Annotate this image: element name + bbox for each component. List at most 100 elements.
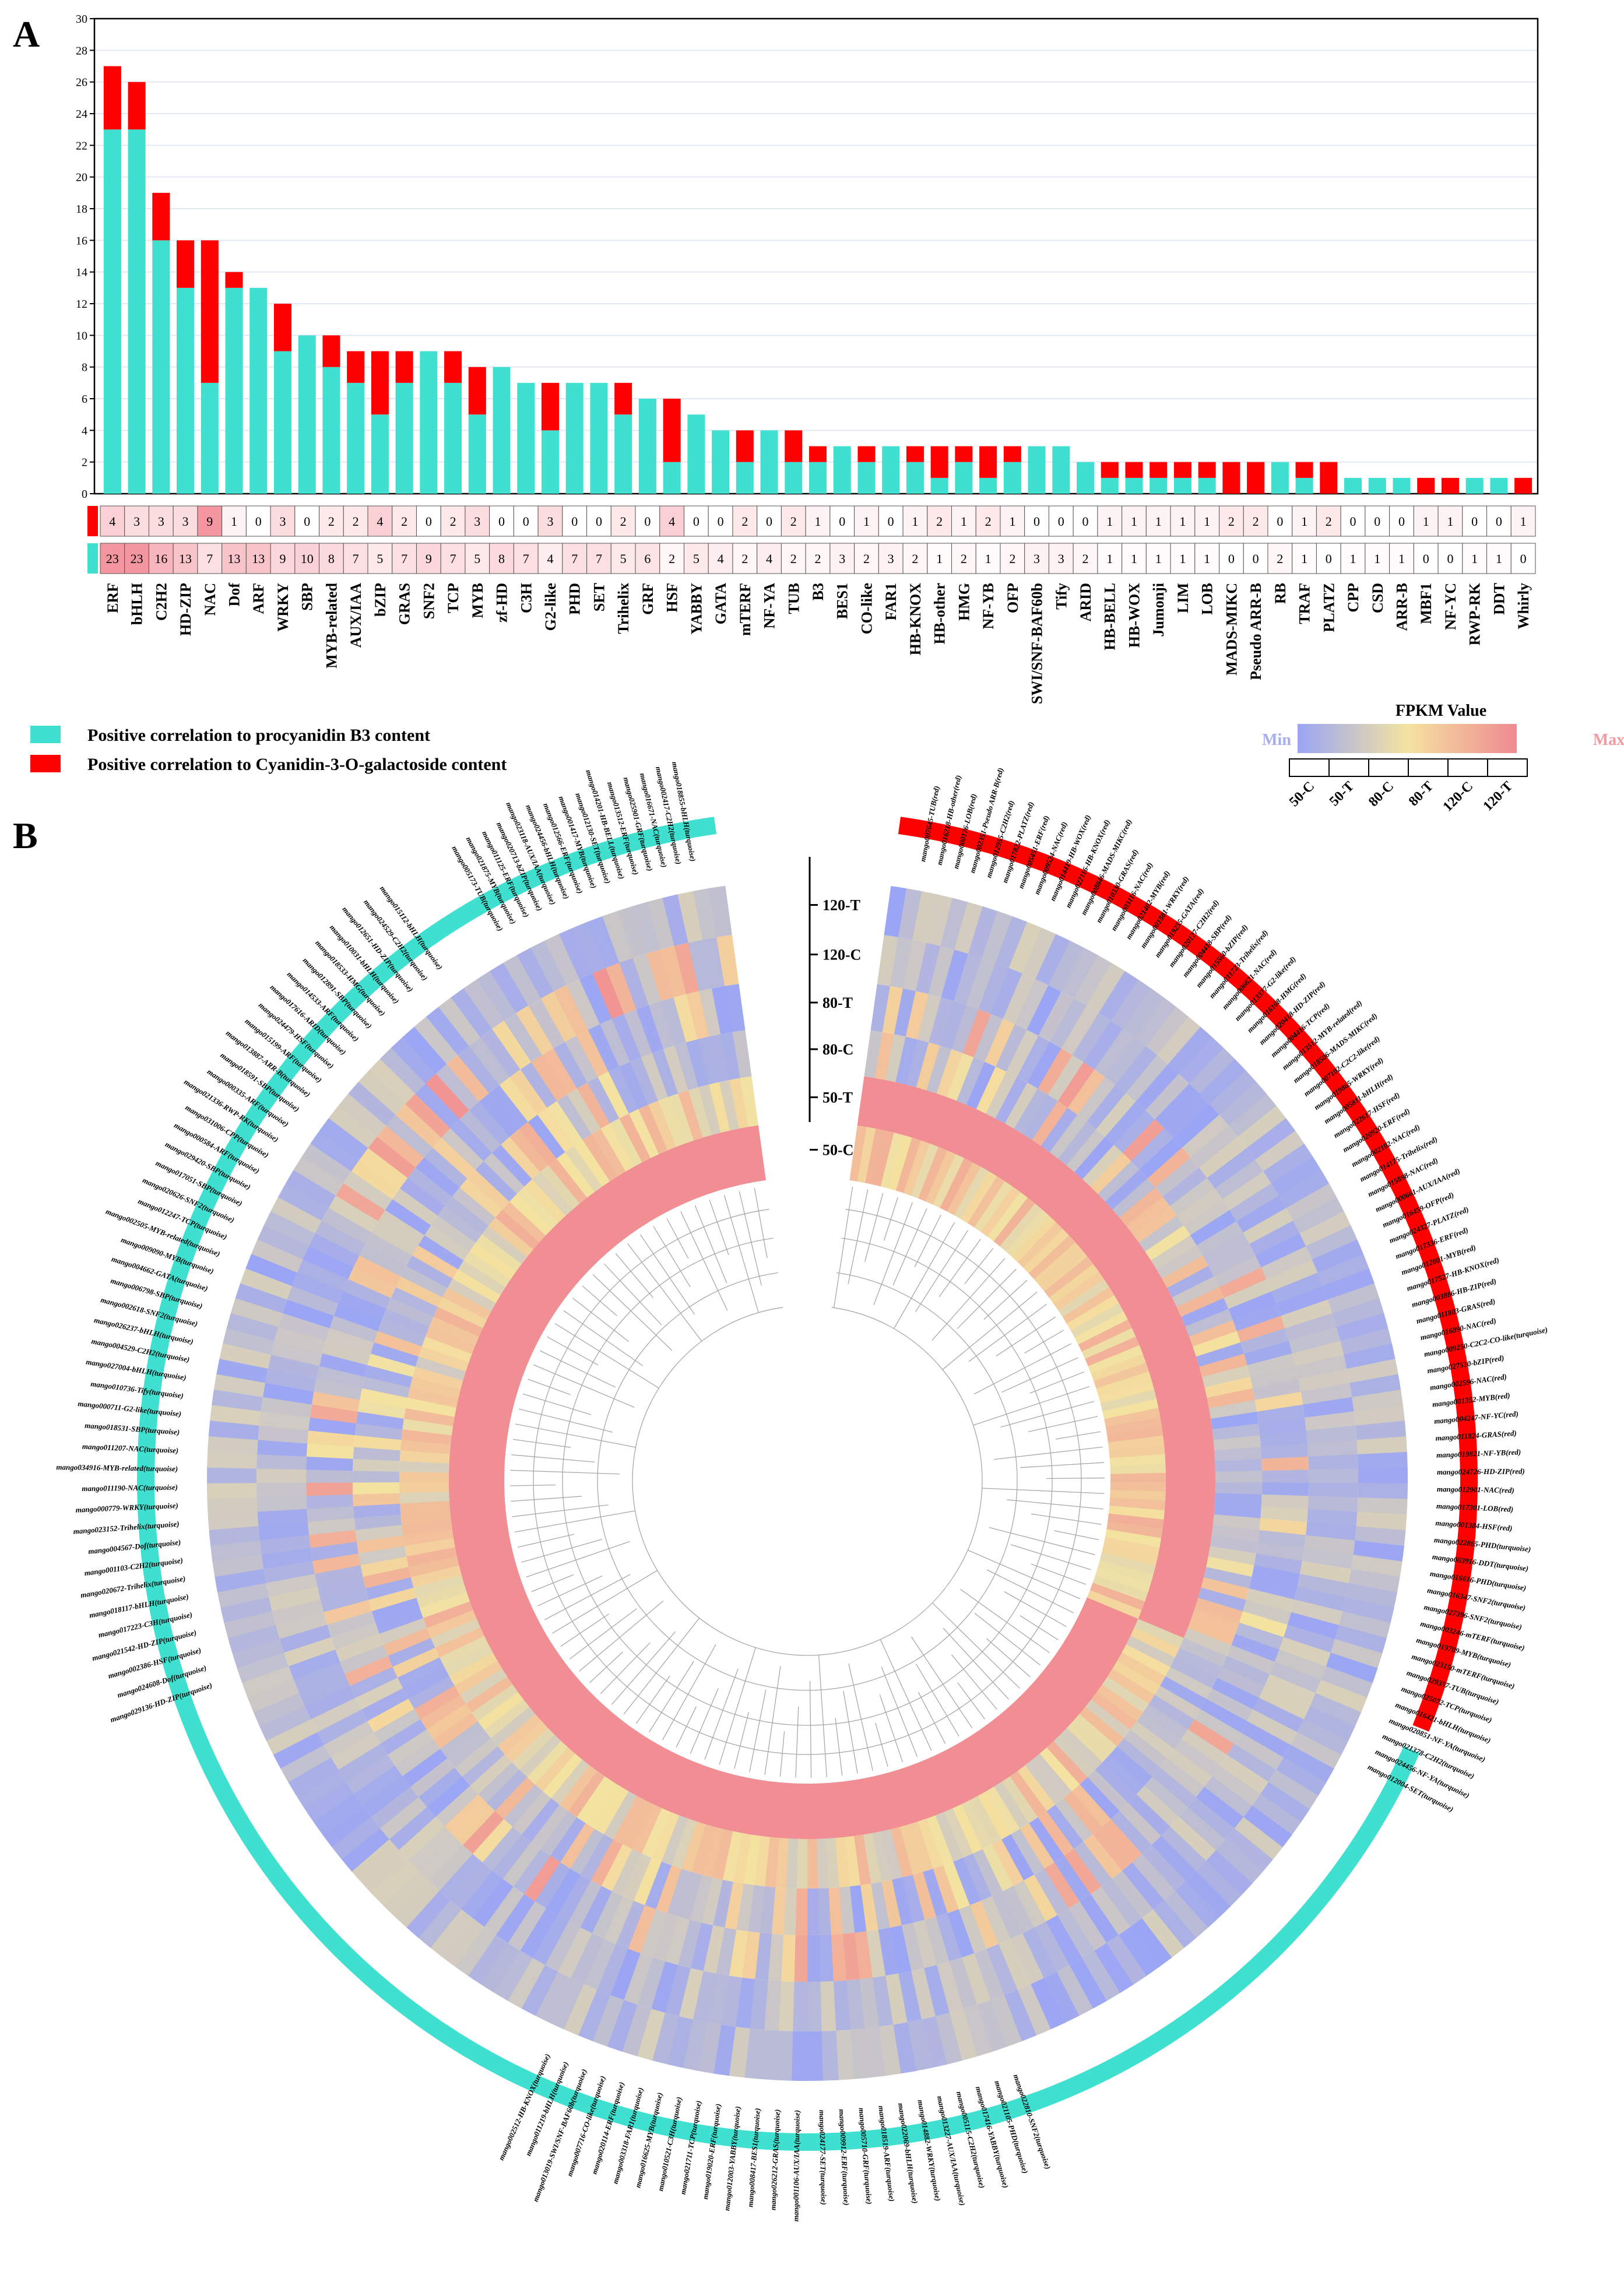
heat-cell (441, 1917, 484, 1967)
heat-cell (344, 1655, 393, 1686)
heat-cell (1299, 1561, 1351, 1585)
heat-cell (503, 954, 542, 1006)
heat-cell (1208, 1400, 1257, 1420)
heat-cell (530, 940, 568, 992)
heat-cell (487, 1310, 541, 1345)
dendrogram-branch (931, 1258, 1006, 1341)
heat-cell (608, 1066, 639, 1114)
heat-cell (1004, 1140, 1042, 1187)
heat-cell (386, 1728, 434, 1766)
heat-cell (1017, 1035, 1052, 1084)
heat-cell (1193, 1709, 1241, 1745)
heat-cell (606, 962, 638, 1014)
heat-cell (620, 1739, 656, 1792)
count-label-turquoise: 13 (252, 551, 265, 566)
heat-cell (328, 1104, 378, 1148)
count-label-turquoise: 7 (206, 551, 213, 566)
heat-cell (1063, 1848, 1102, 1895)
count-cell (1194, 505, 1220, 537)
heat-cell (360, 1687, 409, 1721)
heat-cell (609, 1948, 641, 2000)
heat-cell (507, 1957, 546, 2009)
heat-cell (818, 1934, 834, 1982)
heat-cell (404, 1537, 455, 1557)
heat-cell (1122, 988, 1165, 1039)
heat-cell (406, 1254, 454, 1288)
heat-cell (1106, 1521, 1163, 1539)
bar-red (541, 382, 560, 431)
heat-cell (1084, 1699, 1131, 1739)
heat-cell (1026, 1683, 1074, 1729)
dendrogram-branch (539, 1350, 616, 1388)
count-cell (708, 543, 733, 574)
sample-box (1328, 758, 1369, 777)
count-label-turquoise: 2 (961, 551, 967, 566)
heat-cell (565, 1145, 603, 1193)
heat-cell (1336, 1313, 1389, 1342)
heat-cell (793, 1935, 807, 1982)
heat-cell (596, 1725, 637, 1777)
heat-cell (723, 1882, 744, 1930)
heat-cell (556, 1151, 596, 1198)
heat-cell (1052, 1652, 1102, 1693)
y-tick-label: 14 (76, 266, 87, 279)
count-label-turquoise: 1 (1301, 551, 1307, 566)
heat-cell (838, 1886, 855, 1934)
heat-cell (1210, 1535, 1258, 1555)
heat-cell (1062, 1194, 1106, 1236)
heat-cell (1179, 1638, 1227, 1668)
bar-turquoise (1271, 462, 1289, 494)
heat-cell (853, 1834, 871, 1886)
heat-cell (806, 1783, 817, 1839)
heat-cell (483, 1699, 530, 1738)
heat-cell (219, 1342, 272, 1369)
count-cell (270, 543, 296, 574)
heat-cell (1194, 1861, 1242, 1907)
heat-cell (611, 1848, 642, 1896)
gene-label: mango011207-NAC(turquoise) (82, 1442, 179, 1455)
heat-cell (1104, 1251, 1152, 1288)
count-cell (1194, 543, 1220, 574)
heat-cell (1148, 1356, 1200, 1382)
heat-cell (528, 997, 566, 1049)
y-tick-label: 0 (82, 488, 87, 501)
count-cell (829, 505, 855, 537)
heat-cell (594, 1186, 635, 1237)
count-label-red: 1 (1155, 514, 1162, 529)
dendrogram-branch (589, 1651, 623, 1683)
heat-cell (948, 1957, 978, 2010)
bar-turquoise (785, 462, 803, 494)
bar-red (1101, 462, 1119, 478)
heat-cell (951, 1804, 983, 1854)
heat-cell (241, 1665, 294, 1698)
heat-cell (593, 1786, 629, 1834)
heat-cell (1072, 1012, 1112, 1063)
heat-cell (980, 1123, 1015, 1172)
count-label-turquoise: 9 (426, 551, 432, 566)
heat-cell (899, 1766, 927, 1822)
heat-cell (251, 1238, 304, 1273)
heat-cell (399, 1471, 449, 1483)
heat-cell (984, 1721, 1025, 1772)
count-cell (562, 505, 588, 537)
heat-cell (1309, 1693, 1362, 1728)
dendrogram-branch (989, 1527, 1095, 1556)
heat-cell (280, 1743, 332, 1782)
heat-cell (1229, 1183, 1280, 1223)
dendrogram-branch (1000, 1401, 1094, 1428)
heat-cell (458, 1388, 515, 1412)
dendrogram-branch (1046, 1478, 1105, 1479)
heat-cell (628, 1109, 660, 1158)
heat-cell (523, 1665, 572, 1707)
heat-cell (402, 1025, 448, 1074)
heat-cell (459, 1552, 515, 1575)
heat-cell (414, 1015, 459, 1064)
heat-cell (1017, 1222, 1063, 1268)
heat-cell (303, 1244, 354, 1279)
category-label: NF-YB (980, 583, 997, 629)
heat-cell (1163, 1510, 1214, 1526)
heat-cell (497, 1632, 550, 1669)
heat-cell (533, 1861, 571, 1908)
heat-cell (915, 943, 942, 995)
y-tick-label: 4 (82, 424, 87, 437)
